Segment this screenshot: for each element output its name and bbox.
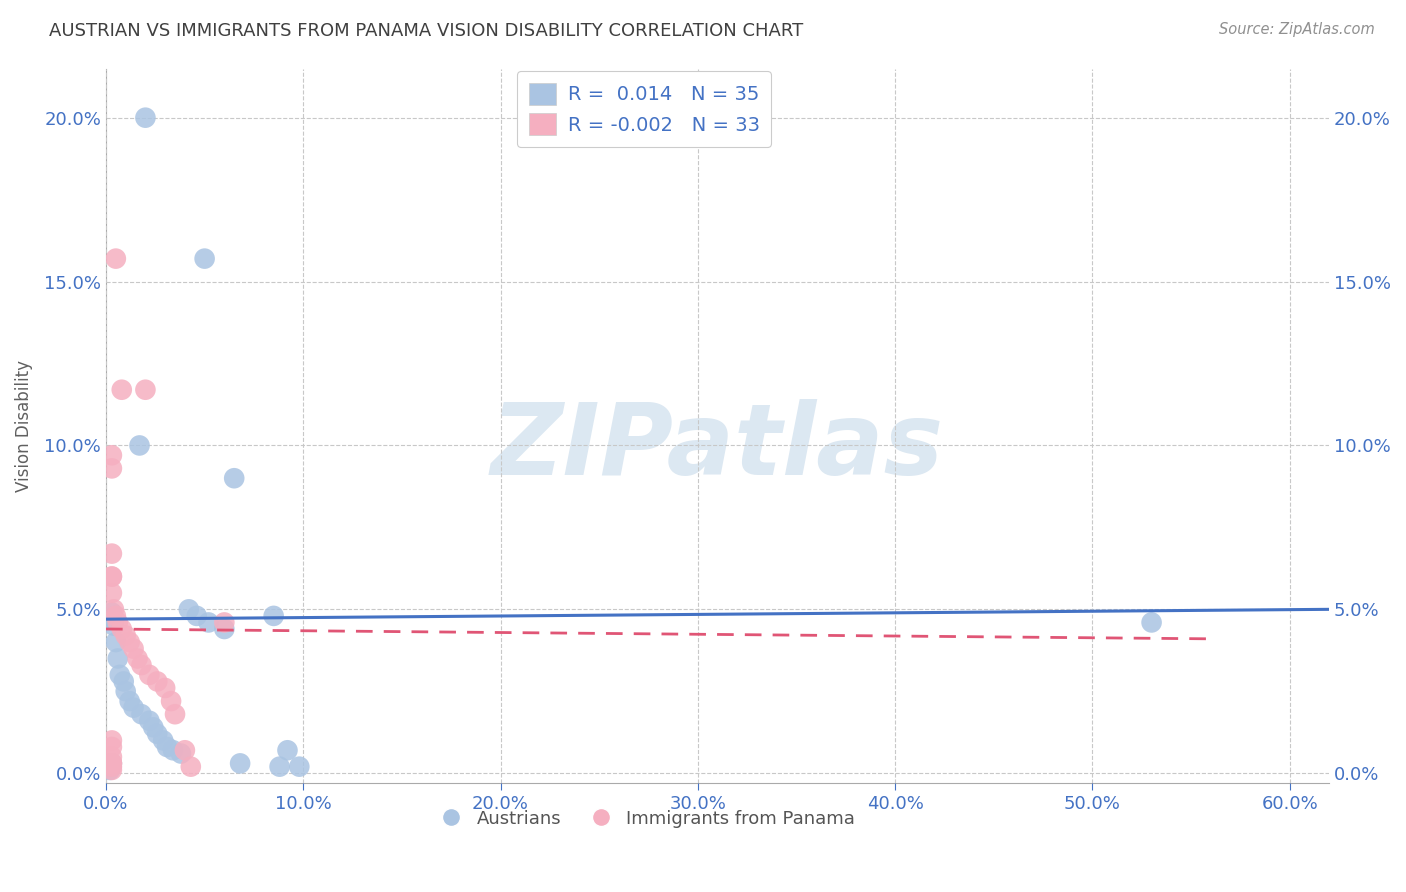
Text: ZIPatlas: ZIPatlas	[491, 399, 943, 496]
Point	[103, 618, 125, 632]
Point	[263, 608, 285, 623]
Point	[186, 608, 208, 623]
Point	[101, 733, 124, 747]
Point	[98, 759, 121, 773]
Point	[269, 759, 291, 773]
Point	[101, 606, 124, 620]
Point	[160, 694, 183, 708]
Point	[180, 759, 202, 773]
Point	[146, 727, 169, 741]
Point	[101, 547, 124, 561]
Point	[214, 622, 236, 636]
Point	[111, 383, 134, 397]
Point	[138, 714, 160, 728]
Point	[104, 608, 127, 623]
Point	[107, 615, 129, 630]
Point	[111, 622, 134, 636]
Text: Source: ZipAtlas.com: Source: ZipAtlas.com	[1219, 22, 1375, 37]
Y-axis label: Vision Disability: Vision Disability	[15, 359, 32, 491]
Point	[142, 720, 165, 734]
Point	[162, 743, 184, 757]
Point	[104, 635, 127, 649]
Point	[134, 111, 156, 125]
Point	[101, 763, 124, 777]
Point	[194, 252, 217, 266]
Point	[101, 461, 124, 475]
Point	[118, 694, 141, 708]
Point	[108, 668, 131, 682]
Point	[153, 681, 176, 695]
Point	[101, 756, 124, 771]
Point	[112, 674, 135, 689]
Point	[101, 759, 124, 773]
Point	[101, 586, 124, 600]
Point	[224, 471, 246, 485]
Point	[101, 756, 124, 771]
Point	[128, 438, 150, 452]
Point	[131, 658, 153, 673]
Point	[101, 756, 124, 771]
Point	[229, 756, 252, 771]
Point	[114, 629, 136, 643]
Point	[122, 700, 145, 714]
Point	[122, 641, 145, 656]
Point	[101, 569, 124, 583]
Point	[276, 743, 298, 757]
Point	[98, 763, 121, 777]
Point	[104, 252, 127, 266]
Point	[146, 674, 169, 689]
Point	[107, 651, 129, 665]
Point	[114, 684, 136, 698]
Point	[152, 733, 174, 747]
Point	[138, 668, 160, 682]
Point	[131, 707, 153, 722]
Point	[177, 602, 200, 616]
Point	[197, 615, 219, 630]
Point	[134, 383, 156, 397]
Point	[101, 612, 124, 626]
Legend: Austrians, Immigrants from Panama: Austrians, Immigrants from Panama	[426, 802, 862, 835]
Point	[101, 448, 124, 462]
Point	[127, 651, 149, 665]
Point	[1140, 615, 1163, 630]
Point	[214, 615, 236, 630]
Text: AUSTRIAN VS IMMIGRANTS FROM PANAMA VISION DISABILITY CORRELATION CHART: AUSTRIAN VS IMMIGRANTS FROM PANAMA VISIO…	[49, 22, 803, 40]
Point	[173, 743, 195, 757]
Point	[118, 635, 141, 649]
Point	[288, 759, 311, 773]
Point	[103, 602, 125, 616]
Point	[163, 707, 186, 722]
Point	[170, 747, 193, 761]
Point	[156, 739, 179, 754]
Point	[101, 569, 124, 583]
Point	[101, 739, 124, 754]
Point	[101, 749, 124, 764]
